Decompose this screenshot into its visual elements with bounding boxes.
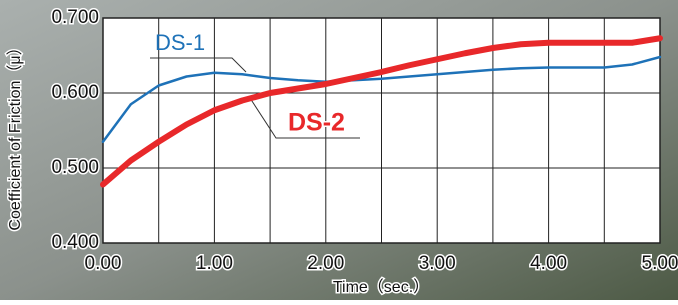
y-axis-label: Coefficient of Friction（μ） [6,39,24,230]
x-tick-label: 4.00 [530,253,567,274]
series-label: DS-1 [155,30,205,55]
x-axis-label: Time（sec.） [333,278,429,296]
y-tick-label: 0.500 [51,157,99,178]
y-tick-label: 0.700 [51,7,99,28]
x-tick-label: 1.00 [196,253,233,274]
chart: DS-1 DS-2 Time（sec.） Coefficient of Fric… [0,0,678,300]
y-tick-label: 0.600 [51,82,99,103]
x-tick-label: 5.00 [642,253,678,274]
series-label: DS-2 [288,109,345,137]
x-tick-label: 3.00 [419,253,456,274]
y-tick-label: 0.400 [51,232,99,253]
x-tick-label: 2.00 [307,253,344,274]
x-tick-label: 0.00 [85,253,122,274]
